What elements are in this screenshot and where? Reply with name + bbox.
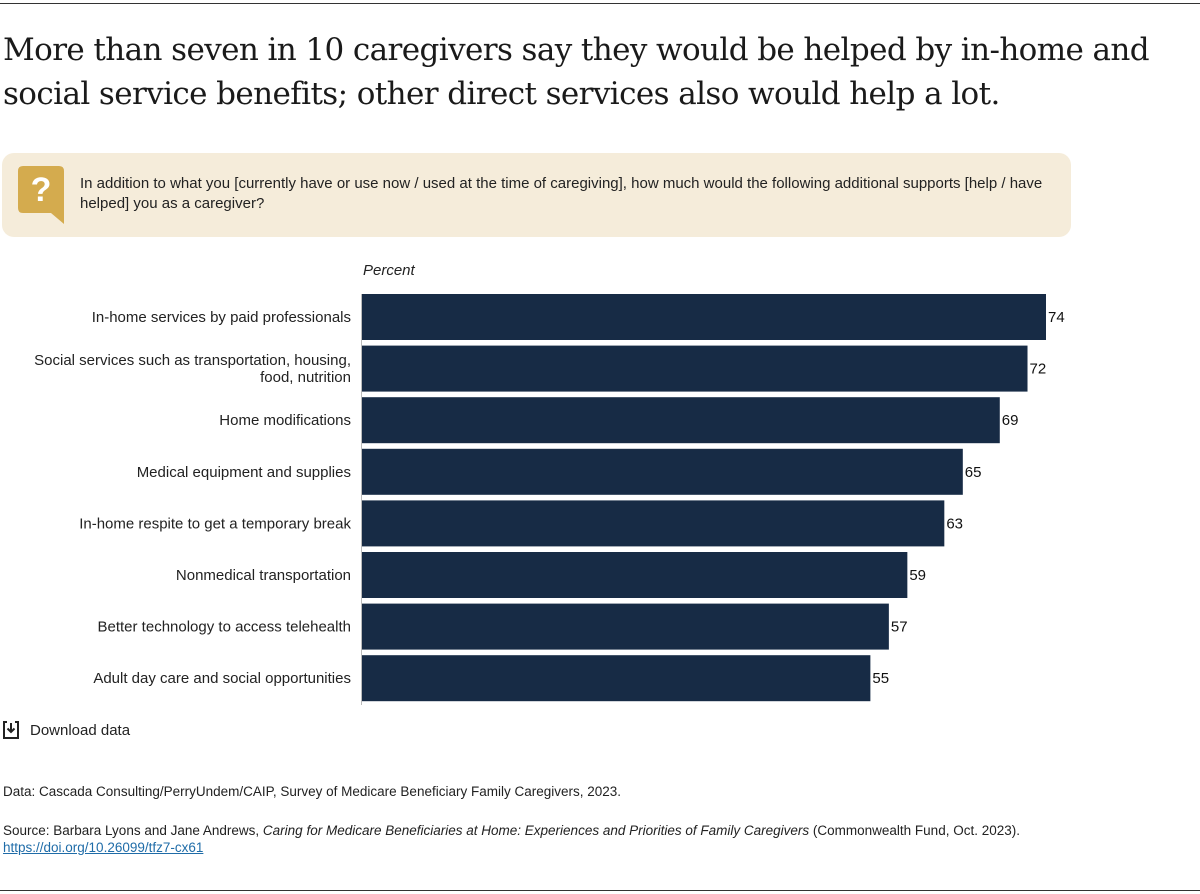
question-speech-bubble-icon: ?	[18, 166, 64, 224]
bar	[362, 655, 871, 702]
bar	[362, 294, 1046, 340]
download-data-label: Download data	[30, 721, 131, 739]
bar	[362, 552, 908, 598]
data-label: 72	[1030, 361, 1047, 378]
bar	[362, 603, 889, 650]
category-label: Home modifications	[219, 412, 351, 429]
category-label: Nonmedical transportation	[176, 567, 351, 584]
bar	[362, 397, 1000, 444]
data-label: 63	[946, 515, 963, 532]
category-label: Adult day care and social opportunities	[93, 670, 351, 687]
category-label: Better technology to access telehealth	[98, 619, 352, 636]
category-label: Medical equipment and supplies	[137, 464, 351, 481]
source-prefix: Source: Barbara Lyons and Jane Andrews,	[3, 823, 263, 838]
data-label: 74	[1048, 309, 1065, 326]
bar	[362, 448, 963, 495]
category-label: In-home services by paid professionals	[92, 309, 351, 326]
bottom-rule	[0, 890, 1200, 891]
doi-link[interactable]: https://doi.org/10.26099/tfz7-cx61	[3, 840, 204, 855]
data-label: 55	[872, 670, 889, 687]
category-label: In-home respite to get a temporary break	[79, 515, 351, 532]
top-rule	[0, 3, 1200, 4]
bar-chart: 74 In-home services by paid professionals…	[34, 294, 1065, 705]
svg-text:?: ?	[31, 171, 52, 209]
data-note: Data: Cascada Consulting/PerryUndem/CAIP…	[3, 784, 622, 799]
chart-title: More than seven in 10 caregivers say the…	[3, 32, 1150, 112]
download-data-button[interactable]: Download data	[2, 720, 130, 740]
data-label: 69	[1002, 412, 1019, 429]
category-label: Social services such as transportation, …	[34, 352, 351, 386]
bar	[362, 345, 1028, 392]
data-label: 57	[891, 619, 908, 636]
data-label: 65	[965, 464, 982, 481]
bar	[362, 500, 945, 547]
axis-unit-label: Percent	[363, 262, 415, 279]
source-note: Source: Barbara Lyons and Jane Andrews, …	[3, 822, 1193, 856]
source-suffix: (Commonwealth Fund, Oct. 2023).	[809, 823, 1020, 838]
question-box	[2, 153, 1071, 237]
source-title: Caring for Medicare Beneficiaries at Hom…	[262, 823, 810, 838]
data-label: 59	[909, 567, 926, 584]
survey-question: In addition to what you [currently have …	[80, 175, 1043, 212]
download-icon	[3, 721, 19, 739]
